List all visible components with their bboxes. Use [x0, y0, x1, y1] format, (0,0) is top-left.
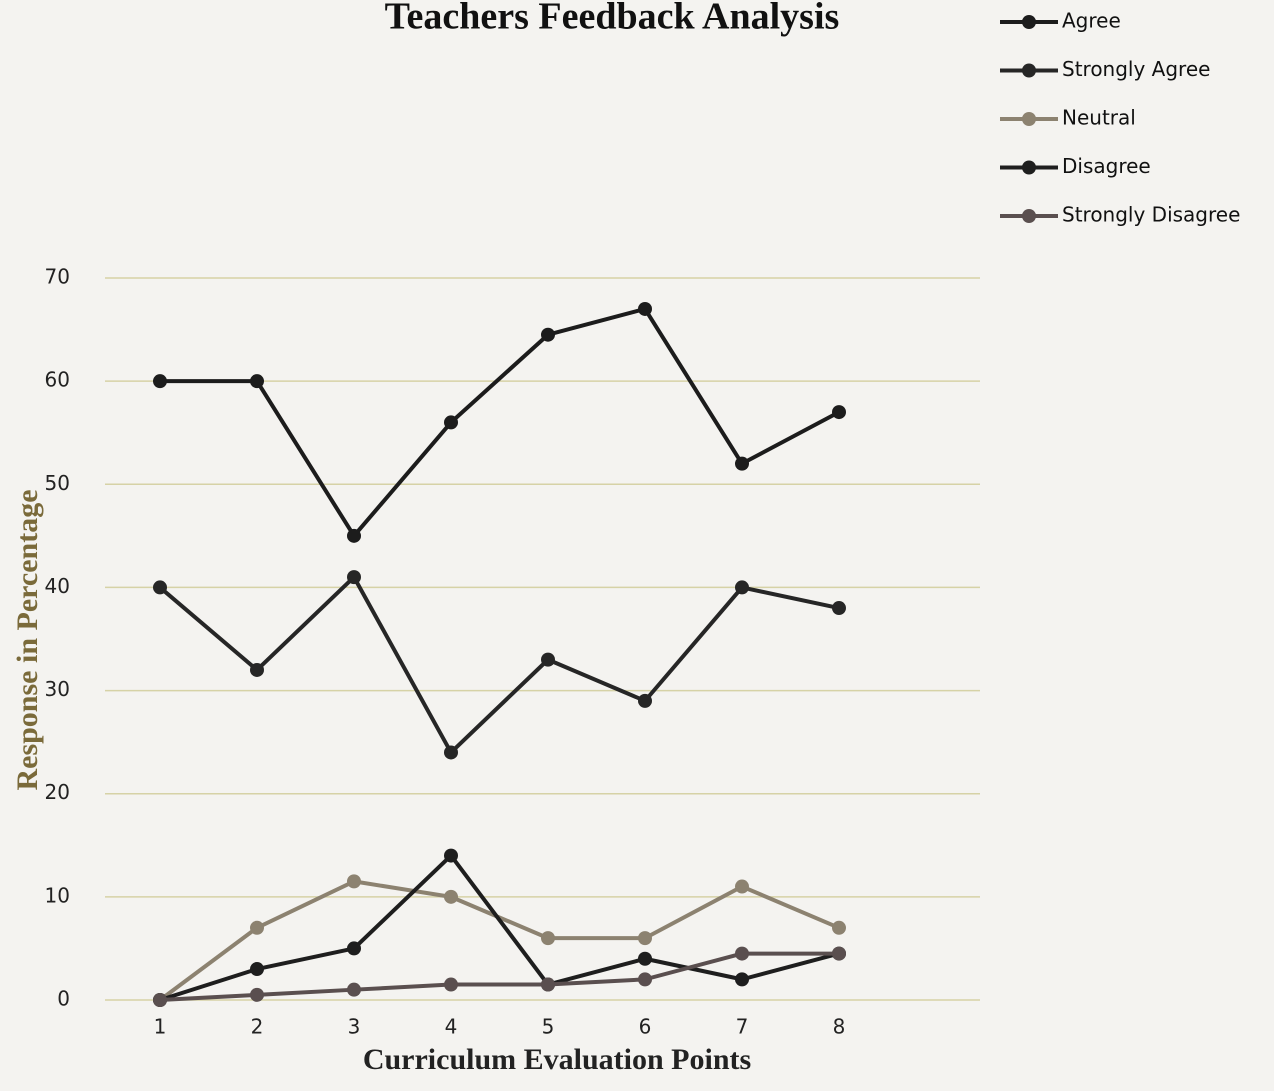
legend-marker	[1022, 15, 1036, 29]
data-point	[444, 889, 458, 904]
data-point	[541, 652, 555, 667]
y-tick-label: 60	[45, 368, 70, 392]
series-line	[159, 853, 840, 1002]
data-point	[735, 456, 749, 471]
data-point	[832, 946, 846, 961]
legend-marker	[1022, 112, 1036, 126]
data-point	[638, 972, 652, 987]
x-tick-label: 3	[348, 1015, 361, 1039]
data-point	[735, 972, 749, 987]
data-point	[541, 977, 555, 992]
data-point	[444, 848, 458, 863]
x-axis-title: Curriculum Evaluation Points	[363, 1043, 751, 1076]
data-point	[153, 580, 167, 595]
series-line	[158, 575, 840, 755]
y-tick-label: 30	[45, 677, 70, 701]
data-point	[541, 327, 555, 342]
data-point	[638, 931, 652, 946]
legend-marker	[1022, 63, 1036, 78]
data-point	[638, 301, 652, 316]
series-line	[160, 306, 840, 538]
data-point	[250, 374, 264, 389]
data-point	[444, 977, 458, 992]
x-tick-label: 2	[251, 1015, 264, 1039]
data-point	[541, 931, 555, 946]
legend-label: Strongly Disagree	[1062, 203, 1240, 227]
series-line	[159, 951, 839, 1002]
data-point	[735, 879, 749, 894]
x-tick-label: 5	[542, 1015, 555, 1039]
legend-marker	[1022, 160, 1036, 175]
data-point	[347, 874, 361, 889]
data-point	[153, 993, 167, 1007]
legend-marker	[1022, 209, 1036, 223]
data-point	[638, 693, 652, 708]
data-point	[250, 662, 264, 677]
data-point	[638, 951, 652, 966]
data-point	[832, 920, 846, 935]
data-point	[832, 405, 846, 420]
x-tick-label: 1	[154, 1015, 167, 1039]
legend-label: Neutral	[1062, 106, 1136, 130]
y-tick-label: 40	[45, 574, 70, 598]
x-tick-label: 6	[639, 1015, 652, 1039]
data-point	[347, 528, 361, 543]
data-point	[347, 570, 361, 585]
data-point	[347, 982, 361, 997]
y-axis-title: Response in Percentage	[11, 489, 44, 790]
y-tick-label: 20	[45, 780, 70, 804]
legend-label: Agree	[1062, 9, 1121, 33]
data-point	[444, 745, 458, 760]
x-tick-label: 7	[736, 1015, 749, 1039]
data-point	[735, 946, 749, 961]
y-tick-label: 50	[45, 471, 70, 495]
y-tick-label: 0	[57, 987, 70, 1011]
x-tick-label: 8	[833, 1015, 846, 1039]
data-point	[735, 580, 749, 595]
x-tick-label: 4	[445, 1015, 458, 1039]
data-point	[444, 415, 458, 430]
y-tick-label: 10	[45, 883, 70, 907]
data-point	[250, 962, 264, 977]
data-point	[832, 601, 846, 616]
y-tick-label: 70	[45, 265, 70, 289]
data-point	[250, 987, 264, 1002]
legend-label: Disagree	[1062, 154, 1151, 178]
data-point	[153, 374, 167, 389]
legend-label: Strongly Agree	[1062, 57, 1210, 81]
chart-title: Teachers Feedback Analysis	[385, 0, 840, 38]
data-point	[250, 920, 264, 935]
data-point	[347, 941, 361, 956]
